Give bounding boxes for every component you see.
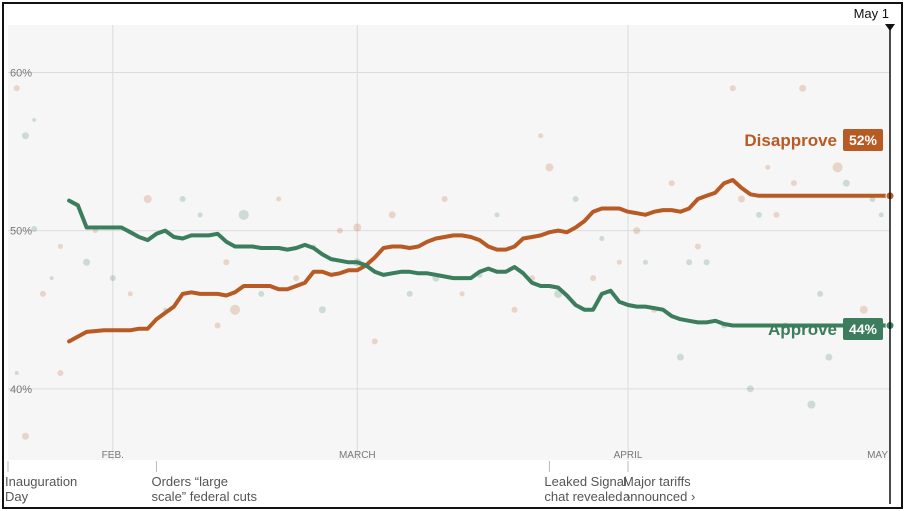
poll-dot <box>336 227 343 234</box>
poll-dot <box>39 290 46 297</box>
poll-dot <box>127 291 133 297</box>
poll-dot <box>214 322 221 329</box>
poll-dot <box>494 212 500 218</box>
badge-value: 52% <box>849 132 878 148</box>
series-label-approve: Approve <box>768 320 837 339</box>
x-tick-label: MARCH <box>339 450 376 461</box>
poll-dot <box>441 196 448 202</box>
poll-dot <box>57 243 63 249</box>
poll-dot <box>773 211 780 218</box>
poll-dot <box>694 243 701 250</box>
poll-dot <box>276 196 282 202</box>
line-approve <box>67 198 892 328</box>
x-tick-label: MAY <box>867 450 888 461</box>
poll-dot <box>511 306 518 313</box>
poll-dot <box>633 227 641 235</box>
poll-dot <box>14 371 19 375</box>
poll-dot <box>143 195 152 203</box>
poll-dot <box>738 195 746 203</box>
badge-disapprove <box>843 129 883 151</box>
poll-dot <box>807 400 816 409</box>
poll-dot <box>388 211 396 219</box>
poll-dot <box>258 290 265 297</box>
poll-dot <box>179 196 186 202</box>
x-tick-label: FEB. <box>102 450 124 461</box>
poll-dot <box>668 180 675 187</box>
poll-dot <box>57 370 64 376</box>
poll-dot <box>109 275 116 282</box>
poll-dot <box>790 180 797 187</box>
poll-dot <box>49 276 54 281</box>
plot-background <box>8 25 890 460</box>
y-tick-label: 50% <box>10 226 32 238</box>
event-annotation: Orders “large scale” federal cuts <box>151 474 257 504</box>
poll-dot <box>878 212 884 218</box>
x-tick-label: APRIL <box>614 450 643 461</box>
poll-dot <box>642 259 648 265</box>
poll-dot <box>459 291 465 297</box>
poll-dot <box>676 353 684 361</box>
poll-dot <box>31 226 38 233</box>
poll-dot <box>371 338 378 345</box>
poll-dot <box>406 290 413 297</box>
poll-dot <box>83 258 91 266</box>
y-tick-label: 40% <box>10 384 32 396</box>
y-tick-label: 60% <box>10 67 32 79</box>
poll-dot <box>832 162 843 173</box>
poll-dot <box>703 259 710 266</box>
poll-dot <box>825 353 833 361</box>
line-disapprove <box>67 178 892 344</box>
poll-dot <box>746 385 754 393</box>
poll-dot <box>545 163 554 172</box>
poll-dot <box>590 275 597 282</box>
event-annotation[interactable]: Leaked Signal chat revealed › <box>544 474 631 504</box>
poll-dot <box>32 117 37 122</box>
poll-dot <box>817 290 824 297</box>
poll-dot <box>765 164 771 170</box>
series-label-disapprove: Disapprove <box>744 131 837 150</box>
poll-dot <box>223 259 230 266</box>
end-marker-label: May 1 <box>854 6 889 21</box>
event-annotation[interactable]: Major tariffs announced › <box>623 474 696 504</box>
poll-dot <box>13 85 20 92</box>
poll-dot <box>197 212 203 218</box>
poll-dot <box>599 236 605 242</box>
poll-dot <box>238 209 249 220</box>
poll-dot <box>799 84 807 92</box>
poll-dot <box>686 259 693 266</box>
poll-dot <box>859 305 868 314</box>
poll-dot <box>293 275 300 282</box>
badge-approve <box>843 318 883 340</box>
poll-dot <box>572 196 579 202</box>
poll-dot <box>21 132 29 140</box>
badge-value: 44% <box>849 321 878 337</box>
poll-dot <box>21 432 29 440</box>
poll-dot <box>538 133 544 139</box>
poll-dot <box>353 223 362 232</box>
poll-dot <box>230 304 241 315</box>
poll-dot <box>842 179 850 187</box>
poll-dot <box>729 85 736 92</box>
poll-dot <box>616 259 622 265</box>
end-marker-triangle <box>885 24 895 31</box>
poll-dot <box>318 306 326 314</box>
poll-dot <box>756 211 763 218</box>
event-annotation: Inauguration Day <box>5 474 78 504</box>
